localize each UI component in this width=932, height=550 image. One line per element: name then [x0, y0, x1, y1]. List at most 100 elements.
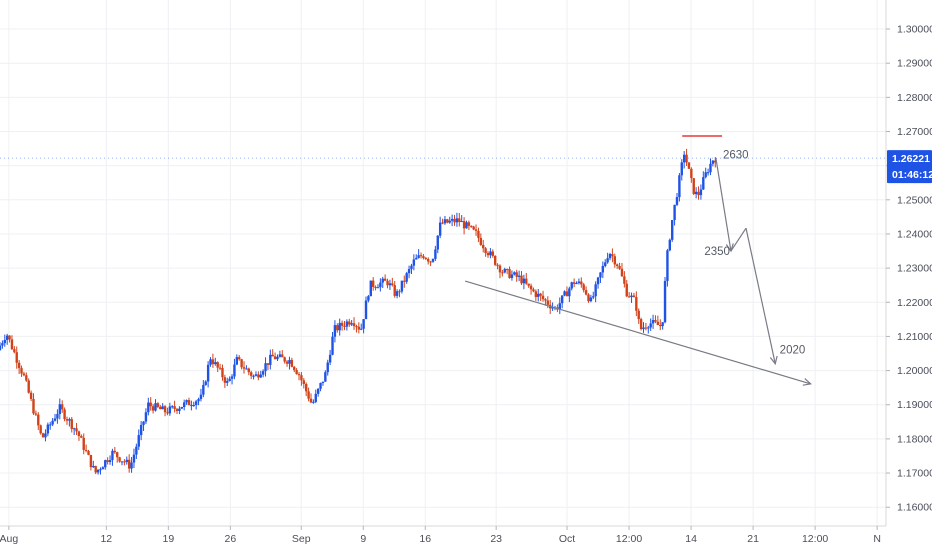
time-tick-label: 14: [685, 533, 697, 545]
candle-body: [300, 375, 303, 381]
candle-body: [436, 235, 439, 250]
candle-body: [151, 406, 155, 411]
countdown-timer: 01:46:12: [892, 169, 932, 181]
candle-body: [560, 295, 564, 304]
candle-body: [173, 406, 176, 409]
candle-body: [312, 401, 315, 403]
candle-body: [123, 461, 126, 463]
candle-body: [639, 319, 643, 330]
candle-body: [584, 290, 588, 295]
candle-body: [307, 391, 310, 399]
candle-body: [309, 398, 313, 403]
candle-body: [582, 284, 585, 291]
annotation-label: 2630: [723, 149, 749, 161]
candle-body: [240, 359, 243, 368]
candle-body: [678, 175, 681, 198]
candle-body: [39, 425, 42, 434]
candle-body: [510, 274, 514, 279]
candle-body: [682, 154, 686, 163]
candle-body: [656, 321, 660, 326]
candle-body: [99, 469, 102, 471]
candle-body: [694, 191, 698, 195]
candle-body: [388, 283, 392, 286]
candle-body: [415, 257, 418, 260]
price-tick-label: 1.24000: [897, 228, 932, 240]
candle-body: [182, 402, 186, 407]
time-tick-label: 9: [360, 533, 366, 545]
drawing-tools[interactable]: 2630 2350 2020: [464, 135, 813, 386]
candle-body: [441, 222, 444, 224]
candle-body: [680, 162, 683, 176]
candle-body: [355, 326, 358, 328]
candle-body: [635, 297, 638, 311]
candle-body: [671, 220, 674, 240]
candle-body: [288, 359, 291, 364]
price-tick-label: 1.23000: [897, 263, 932, 275]
candle-body: [625, 283, 628, 297]
candle-body: [350, 323, 353, 325]
candle-body: [525, 278, 528, 284]
candle-body: [477, 230, 480, 238]
candle-body: [125, 459, 128, 463]
candle-body: [522, 278, 526, 284]
candle-body: [163, 406, 167, 413]
candle-body: [204, 381, 207, 385]
candle-body: [472, 226, 475, 230]
candle-body: [168, 406, 172, 414]
candle-body: [82, 437, 85, 450]
candle-body: [276, 356, 279, 360]
candle-body: [462, 221, 466, 229]
candle-body: [290, 359, 294, 367]
candle-body: [285, 361, 289, 364]
candle-body: [29, 392, 33, 399]
candle-body: [235, 357, 239, 365]
candle-body: [63, 409, 66, 420]
candle-body: [513, 272, 516, 275]
candle-body: [202, 384, 205, 395]
time-axis[interactable]: Aug 12 19 26 Sep 9 16 23 Oct 12:00 14 21 12:00 N: [0, 525, 932, 550]
candle-body: [551, 307, 554, 309]
candle-body: [405, 273, 408, 282]
candle-body: [470, 225, 473, 227]
candle-body: [393, 285, 396, 296]
candle-body: [580, 281, 583, 285]
candle-body: [321, 381, 325, 383]
candle-body: [647, 327, 650, 329]
candle-body: [417, 255, 420, 258]
candle-body: [532, 289, 535, 292]
candle-body: [96, 469, 100, 473]
candle-body: [130, 462, 133, 469]
price-axis[interactable]: 1.16000 1.17000 1.18000 1.19000 1.20000 1.210…: [885, 0, 932, 550]
candle-body: [87, 450, 90, 455]
candle-body: [520, 275, 523, 284]
candle-body: [362, 319, 365, 329]
candle-body: [53, 418, 57, 421]
price-tick-label: 1.25000: [897, 194, 932, 206]
candle-body: [46, 424, 50, 434]
candle-body: [613, 256, 616, 265]
candle-body: [572, 282, 576, 284]
candle-body: [187, 400, 191, 406]
candle-body: [180, 406, 184, 409]
candle-body: [206, 364, 210, 382]
candle-body: [403, 280, 406, 282]
time-tick-label: Aug: [0, 533, 18, 545]
candle-body: [434, 249, 437, 259]
candle-body: [228, 378, 231, 382]
candle-body: [493, 255, 497, 265]
candle-body: [221, 367, 224, 378]
candle-body: [589, 297, 593, 302]
candle-body: [161, 406, 164, 410]
candle-body: [563, 291, 566, 296]
price-tick-label: 1.30000: [897, 24, 932, 36]
candle-body: [15, 352, 18, 363]
candle-body: [711, 160, 715, 164]
candle-body: [450, 218, 454, 221]
annotation-label: 2020: [780, 344, 806, 356]
candle-body: [654, 320, 657, 322]
candles: [0, 148, 717, 475]
candle-body: [498, 265, 502, 273]
candle-body: [1, 343, 4, 346]
candle-body: [460, 221, 463, 223]
